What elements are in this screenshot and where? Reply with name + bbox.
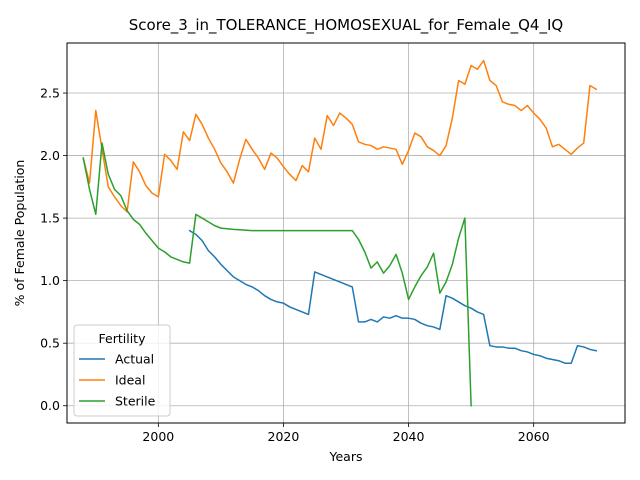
axis-ticks: 2000 2020 2040 2060 0.0 0.5 1.0 1.5 2.0 2.5	[40, 86, 550, 444]
y-tick-label: 1.0	[40, 273, 60, 288]
legend-label: Sterile	[115, 394, 156, 409]
legend-item-sterile: Sterile	[79, 394, 156, 409]
x-tick-label: 2060	[518, 429, 550, 444]
y-tick-label: 0.0	[40, 398, 60, 413]
series-line-ideal	[82, 59, 598, 213]
chart-title: Score_3_in_TOLERANCE_HOMOSEXUAL_for_Fema…	[129, 16, 563, 35]
legend-box	[73, 324, 171, 417]
legend-label: Actual	[115, 352, 154, 367]
grid	[67, 43, 625, 423]
y-tick-label: 1.5	[40, 211, 60, 226]
series-line-sterile	[82, 142, 472, 407]
y-tick-label: 2.5	[40, 86, 60, 101]
x-tick-label: 2000	[142, 429, 174, 444]
legend-items: Actual Ideal Sterile	[79, 352, 156, 409]
series-lines	[82, 59, 598, 407]
legend-item-ideal: Ideal	[79, 373, 145, 388]
x-axis-label: Years	[329, 449, 363, 464]
legend-label: Ideal	[115, 373, 145, 388]
y-axis-label: % of Female Population	[12, 160, 27, 307]
legend: Fertility Actual Ideal Sterile	[73, 324, 171, 417]
legend-item-actual: Actual	[79, 352, 154, 367]
x-tick-label: 2040	[393, 429, 425, 444]
plot-frame	[66, 42, 626, 424]
y-tick-label: 0.5	[40, 336, 60, 351]
y-tick-label: 2.0	[40, 148, 60, 163]
x-tick-label: 2020	[268, 429, 300, 444]
series-line-actual	[188, 229, 598, 364]
legend-title: Fertility	[99, 331, 147, 346]
